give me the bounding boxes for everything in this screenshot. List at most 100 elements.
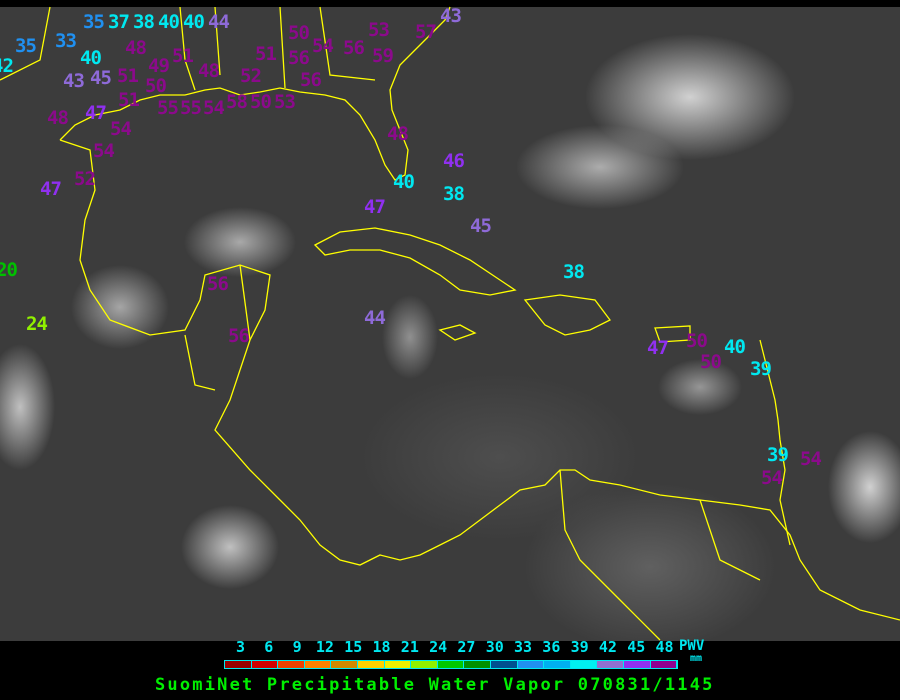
station-pwv-label: 24	[26, 313, 48, 335]
station-pwv-label: 43	[440, 5, 462, 27]
station-pwv-label: 39	[750, 358, 772, 380]
station-pwv-label: 38	[133, 11, 155, 33]
station-pwv-label: 59	[372, 45, 394, 67]
legend-color-swatch	[411, 661, 438, 668]
station-pwv-label: 37	[108, 11, 130, 33]
station-pwv-label: 50	[700, 351, 722, 373]
station-pwv-label: 47	[85, 102, 107, 124]
station-pwv-label: 47	[647, 337, 669, 359]
station-pwv-label: 54	[761, 467, 783, 489]
jamaica	[438, 324, 477, 341]
station-pwv-label: 40	[183, 11, 205, 33]
legend-color-swatch	[384, 661, 412, 668]
station-pwv-label: 20	[0, 259, 18, 281]
legend-color-swatch	[597, 661, 624, 668]
station-pwv-label: 35	[15, 35, 37, 57]
lesser-antilles	[759, 339, 791, 546]
station-pwv-label: 51	[172, 45, 194, 67]
legend-tick-label: 48	[655, 638, 674, 656]
station-pwv-label: 53	[368, 19, 390, 41]
station-pwv-label: 40	[393, 171, 415, 193]
legend-color-swatch	[570, 661, 598, 668]
station-pwv-label: 50	[686, 330, 708, 352]
station-pwv-label: 38	[563, 261, 585, 283]
station-pwv-label: 44	[364, 307, 386, 329]
station-pwv-label: 50	[250, 91, 272, 113]
legend-color-swatch	[650, 661, 678, 668]
borders	[0, 6, 761, 641]
station-pwv-label: 49	[148, 55, 170, 77]
station-pwv-label: 52	[240, 65, 262, 87]
station-pwv-label: 54	[93, 140, 115, 162]
legend-color-swatch	[490, 661, 518, 668]
legend-tick-label: 45	[627, 638, 646, 656]
station-pwv-label: 39	[767, 444, 789, 466]
legend-color-swatch	[278, 661, 305, 668]
legend-tick-label: 9	[292, 638, 302, 656]
legend-tick-label: 6	[264, 638, 274, 656]
station-pwv-label: 52	[74, 168, 96, 190]
station-pwv-label: 46	[443, 150, 465, 172]
legend-color-swatch	[544, 661, 571, 668]
station-pwv-label: 38	[443, 183, 465, 205]
station-pwv-label: 51	[117, 65, 139, 87]
mexico-coast	[59, 139, 271, 371]
station-pwv-label: 54	[312, 35, 334, 57]
station-pwv-label: 47	[40, 178, 62, 200]
station-pwv-label: 35	[83, 11, 105, 33]
legend-tick-label: 33	[514, 638, 533, 656]
station-pwv-label: 50	[288, 22, 310, 44]
legend-unit-name: PWV	[679, 638, 705, 654]
station-pwv-label: 43	[63, 70, 85, 92]
hispaniola	[523, 294, 611, 336]
legend-tick-label: 21	[400, 638, 419, 656]
legend-tick-label: 42	[598, 638, 617, 656]
legend-color-swatch	[225, 661, 252, 668]
legend-color-swatch	[517, 661, 545, 668]
legend-tick-label: 18	[372, 638, 391, 656]
station-pwv-label: 54	[800, 448, 822, 470]
puerto-rico	[654, 325, 691, 343]
station-pwv-label: 42	[0, 55, 14, 77]
legend-color-swatch	[437, 661, 465, 668]
station-pwv-label: 53	[274, 91, 296, 113]
cuba	[313, 227, 517, 296]
legend-tick-label: 15	[344, 638, 363, 656]
station-pwv-label: 48	[198, 60, 220, 82]
legend-tick-label: 39	[570, 638, 589, 656]
station-pwv-label: 50	[145, 75, 167, 97]
station-pwv-label: 33	[55, 30, 77, 52]
legend-tick-label: 30	[485, 638, 504, 656]
legend-unit: mm	[690, 653, 703, 664]
legend-tick-label: 27	[457, 638, 476, 656]
station-pwv-label: 56	[207, 273, 229, 295]
station-pwv-label: 48	[387, 123, 409, 145]
station-pwv-label: 45	[90, 67, 112, 89]
station-pwv-label: 48	[47, 107, 69, 129]
color-scale-bar	[224, 660, 679, 669]
station-pwv-label: 56	[228, 325, 250, 347]
coastlines	[0, 6, 900, 641]
legend-color-swatch	[464, 661, 491, 668]
satellite-image	[0, 7, 900, 641]
station-pwv-label: 54	[110, 118, 132, 140]
station-pwv-label: 44	[208, 11, 230, 33]
station-pwv-label: 47	[364, 196, 386, 218]
legend-color-swatch	[251, 661, 279, 668]
station-pwv-label: 48	[125, 37, 147, 59]
legend-color-swatch	[357, 661, 385, 668]
legend-color-swatch	[623, 661, 651, 668]
station-pwv-label: 56	[343, 37, 365, 59]
legend-tick-label: 3	[236, 638, 246, 656]
station-pwv-label: 54	[203, 97, 225, 119]
legend-color-swatch	[331, 661, 358, 668]
legend-tick-label: 24	[429, 638, 448, 656]
station-pwv-label: 55	[180, 97, 202, 119]
station-pwv-label: 51	[118, 89, 140, 111]
station-pwv-label: 56	[288, 47, 310, 69]
station-pwv-label: 58	[226, 91, 248, 113]
legend-tick-label: 12	[315, 638, 334, 656]
station-pwv-label: 57	[415, 21, 437, 43]
station-pwv-label: 40	[724, 336, 746, 358]
